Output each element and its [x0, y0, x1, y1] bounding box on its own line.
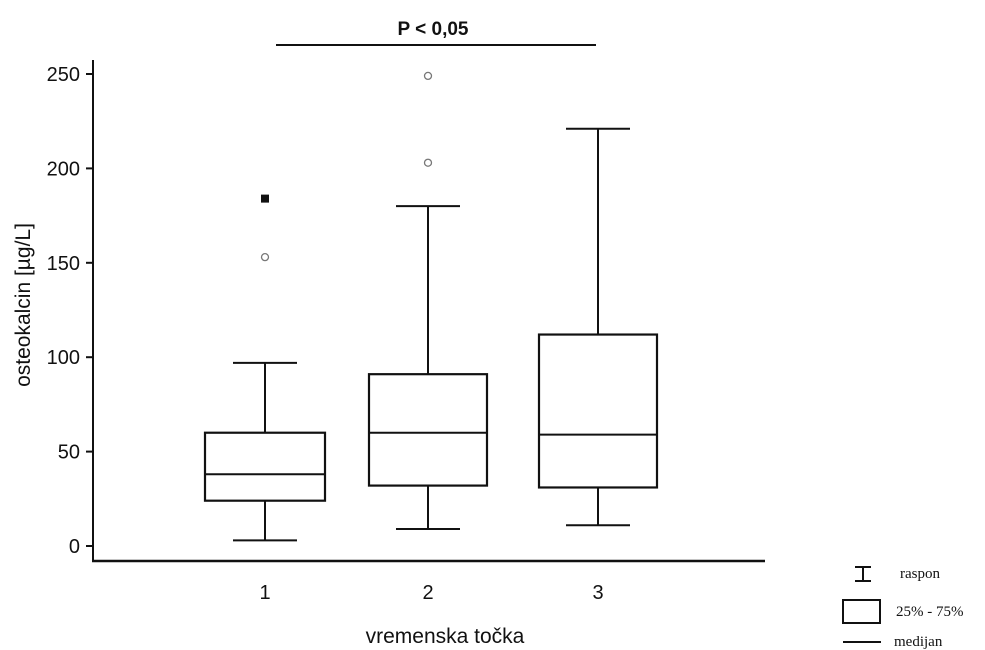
outlier-points: [260, 71, 433, 262]
box-1: [203, 361, 327, 542]
box-2: [367, 205, 489, 531]
outlier-circle: [423, 71, 433, 81]
outlier-circle: [260, 252, 270, 262]
y-axis-title: osteokalcin [µg/L]: [12, 223, 35, 387]
iqr-box: [203, 431, 327, 502]
x-axis-title: vremenska točka: [366, 625, 525, 648]
significance-label: P < 0,05: [398, 19, 469, 40]
outlier-square: [261, 194, 269, 203]
iqr-box: [367, 373, 489, 487]
y-tick-label: 100: [47, 347, 80, 369]
x-axis-ticks: 1 2 3: [259, 582, 603, 604]
y-tick-label: 150: [47, 253, 80, 275]
legend-range-symbol: [855, 566, 871, 582]
x-tick-label-1: 1: [259, 582, 270, 604]
iqr-box: [537, 333, 659, 489]
outlier-circle: [423, 158, 433, 167]
box-3: [537, 127, 659, 527]
y-tick-label: 0: [69, 536, 80, 558]
y-tick-label: 250: [47, 64, 80, 86]
legend-label-median: medijan: [894, 634, 943, 650]
y-tick-label: 200: [47, 158, 80, 180]
x-tick-label-2: 2: [422, 582, 433, 604]
legend-label-range: raspon: [900, 566, 940, 582]
y-axis-ticks: 0 50 100 150 200 250: [47, 64, 94, 558]
box-series: [203, 127, 659, 542]
y-tick-label: 50: [58, 442, 80, 464]
x-tick-label-3: 3: [592, 582, 603, 604]
legend: raspon 25% - 75% medijan: [842, 566, 964, 650]
legend-label-box: 25% - 75%: [896, 604, 964, 620]
legend-box-symbol: [842, 599, 881, 624]
